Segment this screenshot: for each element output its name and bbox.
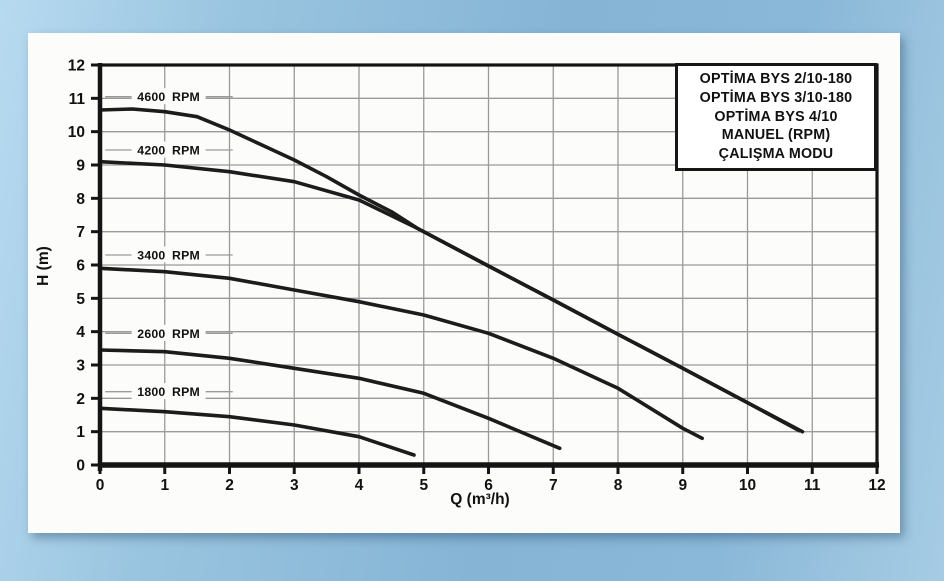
y-tick-label: 0	[76, 458, 85, 475]
x-tick-label: 4	[355, 477, 364, 494]
legend-line: OPTİMA BYS 3/10-180	[699, 89, 853, 106]
curve-label-4200-rpm: 4200 RPM	[137, 144, 200, 158]
x-tick-label: 3	[290, 477, 299, 494]
y-tick-label: 5	[76, 291, 85, 308]
y-tick-label: 2	[76, 391, 85, 408]
curve-label-chip	[131, 246, 206, 263]
x-axis-title: Q (m³/h)	[450, 491, 509, 508]
x-tick-label: 6	[484, 477, 493, 494]
legend-line: ÇALIŞMA MODU	[718, 146, 834, 163]
y-tick-label: 3	[76, 358, 85, 375]
legend-line: OPTİMA BYS 4/10	[714, 108, 838, 125]
x-tick-label: 12	[868, 477, 885, 494]
curve-label-chip	[131, 88, 206, 105]
y-tick-label: 12	[68, 58, 85, 75]
y-axis-title: H (m)	[35, 246, 52, 286]
curve-label-chip	[131, 324, 206, 341]
y-tick-label: 6	[76, 258, 85, 275]
x-tick-label: 5	[419, 477, 428, 494]
y-tick-label: 7	[76, 224, 85, 241]
x-tick-label: 9	[678, 477, 687, 494]
x-tick-label: 7	[549, 477, 558, 494]
x-tick-label: 11	[804, 477, 821, 494]
y-tick-label: 11	[69, 91, 86, 108]
legend-box: OPTİMA BYS 2/10-180 OPTİMA BYS 3/10-180 …	[675, 63, 877, 171]
curve-label-2600-rpm: 2600 RPM	[137, 327, 200, 341]
pump-curve-2600-rpm	[98, 348, 562, 451]
x-tick-label: 1	[160, 477, 169, 494]
y-tick-label: 9	[76, 158, 85, 175]
y-tick-label: 4	[76, 324, 85, 341]
x-tick-label: 2	[225, 477, 234, 494]
curve-label-3400-rpm: 3400 RPM	[137, 249, 200, 263]
pump-curve-1800-rpm	[98, 406, 416, 457]
pump-curve-4200-rpm	[98, 159, 802, 433]
x-tick-label: 8	[614, 477, 623, 494]
x-tick-label: 10	[739, 477, 756, 494]
legend-line: MANUEL (RPM)	[721, 127, 831, 144]
curve-label-1800-rpm: 1800 RPM	[137, 385, 200, 399]
pump-curve-3400-rpm	[98, 266, 705, 441]
y-tick-label: 1	[76, 424, 85, 441]
curve-label-chip	[131, 141, 206, 158]
y-tick-label: 8	[76, 191, 85, 208]
catalog-card: 0 1 2 3 4 5 6 7 8 9 10 11 12 0 1 2 3 4 5 6 7 8 9 10 11 12 H (m) Q (…	[28, 33, 900, 533]
legend-line: OPTİMA BYS 2/10-180	[699, 70, 853, 87]
x-tick-label: 0	[96, 477, 105, 494]
curve-label-chip	[131, 383, 206, 400]
y-tick-label: 10	[68, 124, 85, 141]
curve-label-4600-rpm: 4600 RPM	[137, 90, 200, 104]
